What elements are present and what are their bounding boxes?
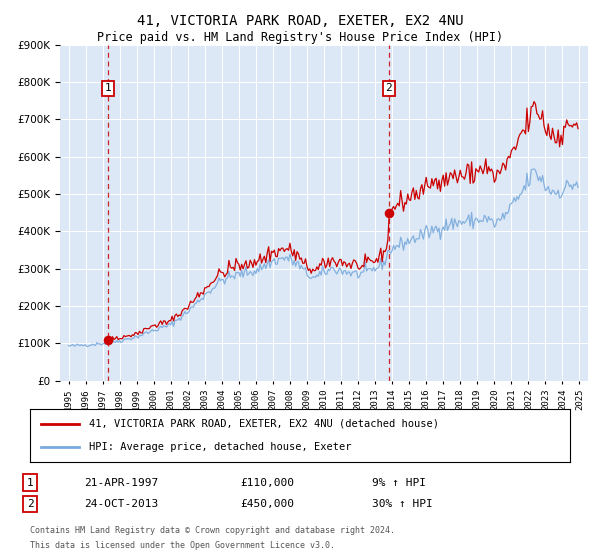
Text: HPI: Average price, detached house, Exeter: HPI: Average price, detached house, Exet…	[89, 442, 352, 452]
Text: 2: 2	[385, 83, 392, 94]
Text: 2: 2	[26, 499, 34, 509]
Text: £450,000: £450,000	[240, 499, 294, 509]
Text: 30% ↑ HPI: 30% ↑ HPI	[372, 499, 433, 509]
Text: 1: 1	[104, 83, 111, 94]
Text: £110,000: £110,000	[240, 478, 294, 488]
Text: Price paid vs. HM Land Registry's House Price Index (HPI): Price paid vs. HM Land Registry's House …	[97, 31, 503, 44]
Text: Contains HM Land Registry data © Crown copyright and database right 2024.: Contains HM Land Registry data © Crown c…	[30, 526, 395, 535]
Text: 21-APR-1997: 21-APR-1997	[84, 478, 158, 488]
Text: This data is licensed under the Open Government Licence v3.0.: This data is licensed under the Open Gov…	[30, 542, 335, 550]
Point	[103, 335, 112, 344]
Text: 41, VICTORIA PARK ROAD, EXETER, EX2 4NU (detached house): 41, VICTORIA PARK ROAD, EXETER, EX2 4NU …	[89, 419, 439, 429]
Text: 24-OCT-2013: 24-OCT-2013	[84, 499, 158, 509]
Text: 1: 1	[26, 478, 34, 488]
Text: 9% ↑ HPI: 9% ↑ HPI	[372, 478, 426, 488]
Point	[384, 208, 394, 217]
Text: 41, VICTORIA PARK ROAD, EXETER, EX2 4NU: 41, VICTORIA PARK ROAD, EXETER, EX2 4NU	[137, 14, 463, 28]
